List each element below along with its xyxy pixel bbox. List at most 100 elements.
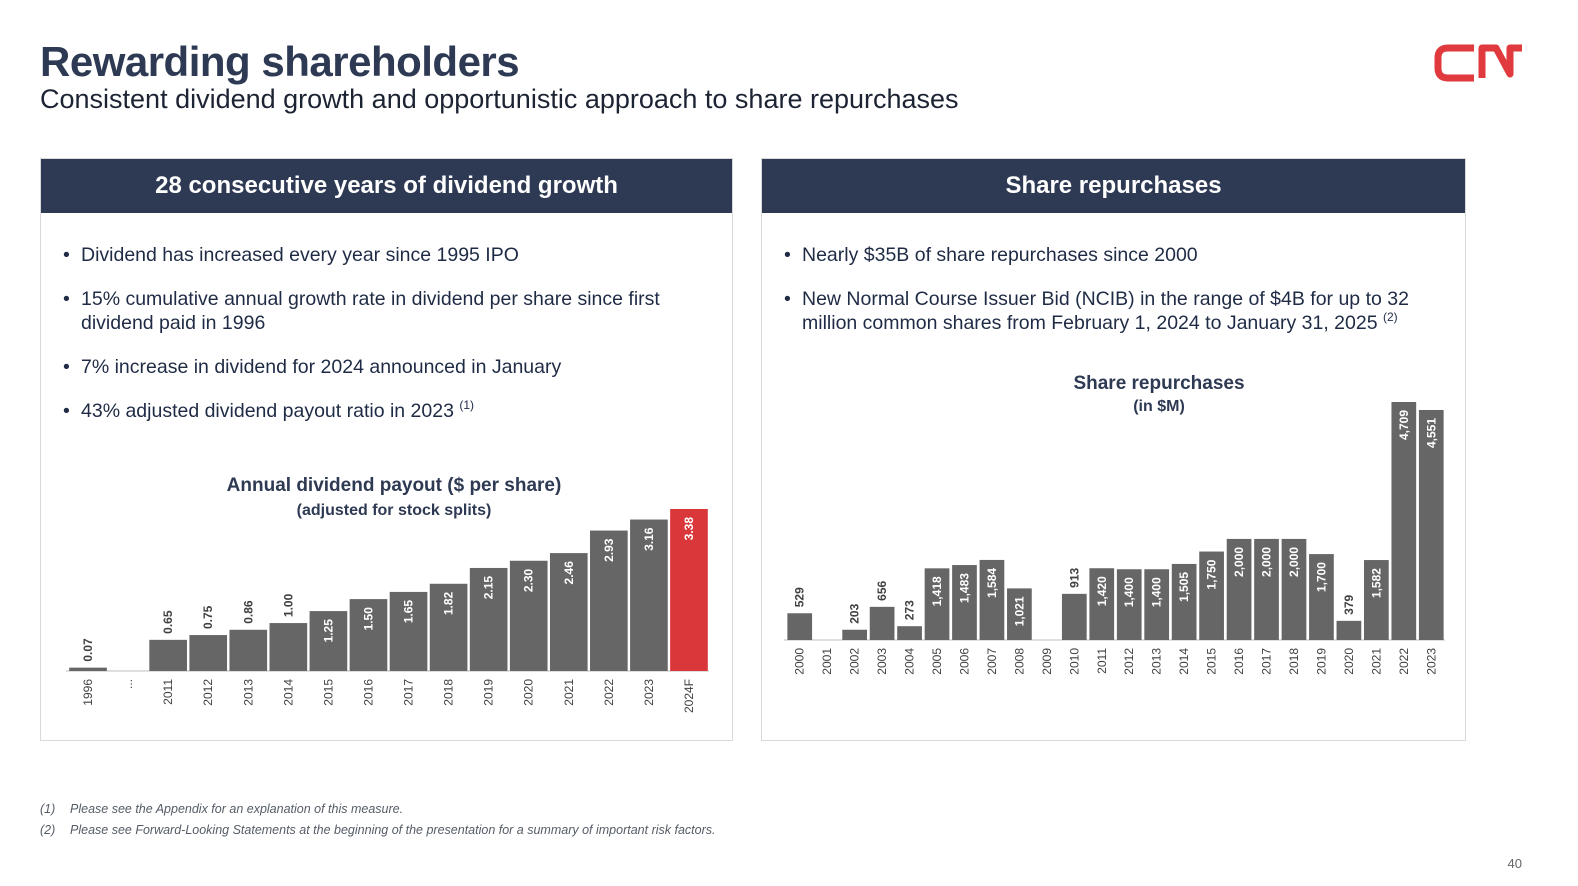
bar xyxy=(1007,588,1032,640)
footnotes: (1) Please see the Appendix for an explan… xyxy=(40,802,715,844)
data-label: 0.75 xyxy=(201,605,215,629)
bar xyxy=(924,568,950,640)
category-label: ... xyxy=(121,679,135,689)
data-label: 2.30 xyxy=(522,568,536,592)
repurchase-bullets: Nearly $35B of share repurchases since 2… xyxy=(782,243,1432,355)
category-label: 2012 xyxy=(1122,648,1136,675)
bar xyxy=(1144,569,1170,640)
chart-title: Share repurchases xyxy=(1073,373,1244,394)
category-label: 2002 xyxy=(848,648,862,675)
bar xyxy=(389,591,428,671)
footnote-number: (1) xyxy=(40,802,56,816)
bar xyxy=(269,623,308,671)
category-label: 2011 xyxy=(1095,648,1109,674)
repurchase-panel: Share repurchases Nearly $35B of share r… xyxy=(761,158,1466,741)
data-label: 273 xyxy=(903,600,917,620)
dividend-panel-heading: 28 consecutive years of dividend growth xyxy=(41,159,732,213)
bar xyxy=(1391,402,1417,640)
bullet-item: New Normal Course Issuer Bid (NCIB) in t… xyxy=(782,287,1432,335)
category-label: 1996 xyxy=(81,679,95,706)
data-label: 4,709 xyxy=(1397,410,1411,440)
category-label: 2021 xyxy=(1369,648,1383,675)
bar xyxy=(309,611,348,671)
category-label: 2018 xyxy=(1287,648,1301,675)
data-label: 1.00 xyxy=(281,593,295,617)
bar xyxy=(787,613,813,640)
footnote: (2) Please see Forward-Looking Statements… xyxy=(40,823,715,837)
bar xyxy=(149,639,187,671)
category-label: 2007 xyxy=(985,648,999,675)
bar xyxy=(1309,554,1334,640)
bar xyxy=(869,606,895,640)
bar xyxy=(1281,538,1307,640)
dividend-panel: 28 consecutive years of dividend growth … xyxy=(40,158,733,741)
bar xyxy=(69,667,107,671)
data-label: 1,483 xyxy=(957,573,971,603)
dividend-bullets: Dividend has increased every year since … xyxy=(61,243,701,443)
data-label: 1.50 xyxy=(361,607,375,631)
category-label: 2000 xyxy=(793,648,807,675)
bullet-item: 7% increase in dividend for 2024 announc… xyxy=(61,355,701,379)
data-label: 2,000 xyxy=(1232,547,1246,577)
data-label: 1.82 xyxy=(442,591,456,615)
data-label: 1,400 xyxy=(1150,577,1164,607)
data-label: 1,582 xyxy=(1369,568,1383,598)
category-label: 2022 xyxy=(602,679,616,706)
category-label: 2017 xyxy=(1260,648,1274,675)
bar xyxy=(509,560,548,671)
category-label: 2015 xyxy=(321,679,335,706)
category-label: 2004 xyxy=(903,648,917,675)
bullet-item: Dividend has increased every year since … xyxy=(61,243,701,267)
data-label: 2.46 xyxy=(562,561,576,585)
category-label: 2016 xyxy=(361,679,375,706)
bar xyxy=(590,530,628,671)
data-label: 2,000 xyxy=(1260,547,1274,577)
data-label: 0.07 xyxy=(81,638,95,662)
bar xyxy=(1254,538,1279,640)
repurchase-chart: Share repurchases (in $M) 529 2000 2001 203 20… xyxy=(784,373,1445,675)
data-label: 1,700 xyxy=(1314,562,1328,592)
bar xyxy=(1226,538,1252,640)
category-label: 2011 xyxy=(161,679,175,705)
category-label: 2005 xyxy=(930,648,944,675)
bullet-item: 15% cumulative annual growth rate in div… xyxy=(61,287,701,335)
chart-title: Annual dividend payout ($ per share) xyxy=(227,475,562,496)
data-label: 4,551 xyxy=(1424,418,1438,448)
data-label: 3.16 xyxy=(642,527,656,551)
data-label: 1,418 xyxy=(930,576,944,606)
data-label: 0.86 xyxy=(241,600,255,624)
footnote-text: Please see Forward-Looking Statements at… xyxy=(70,823,716,837)
category-label: 2021 xyxy=(562,679,576,706)
bar xyxy=(1061,593,1087,640)
bar xyxy=(1116,569,1142,640)
chart-subtitle: (adjusted for stock splits) xyxy=(297,502,492,519)
footnote-ref: (2) xyxy=(1382,310,1398,324)
data-label: 913 xyxy=(1067,568,1081,588)
data-label: 1,750 xyxy=(1205,559,1219,589)
footnote-ref: (1) xyxy=(459,398,475,412)
bar xyxy=(842,629,868,640)
bar xyxy=(897,626,922,640)
data-label: 1,420 xyxy=(1095,576,1109,606)
data-label: 203 xyxy=(848,603,862,623)
page-number: 40 xyxy=(1507,856,1522,871)
data-label: 0.65 xyxy=(161,610,175,634)
chart-subtitle: (in $M) xyxy=(1133,398,1185,415)
bullet-text: 15% cumulative annual growth rate in div… xyxy=(81,288,660,334)
bar xyxy=(1418,409,1444,640)
data-label: 529 xyxy=(793,587,807,607)
category-label: 2013 xyxy=(241,679,255,706)
cn-logo: CN xyxy=(1434,44,1522,82)
category-label: 2018 xyxy=(442,679,456,706)
category-label: 2023 xyxy=(1424,648,1438,675)
category-label: 2016 xyxy=(1232,648,1246,675)
bullet-text: Dividend has increased every year since … xyxy=(81,244,519,266)
data-label: 1.65 xyxy=(402,600,416,624)
data-label: 1.25 xyxy=(321,619,335,643)
bar xyxy=(429,583,468,671)
dividend-chart: Annual dividend payout ($ per share) (adj… xyxy=(66,475,709,713)
data-label: 1,400 xyxy=(1122,577,1136,607)
bar xyxy=(189,635,228,671)
category-label: 2019 xyxy=(1314,648,1328,675)
footnote-number: (2) xyxy=(40,823,56,837)
